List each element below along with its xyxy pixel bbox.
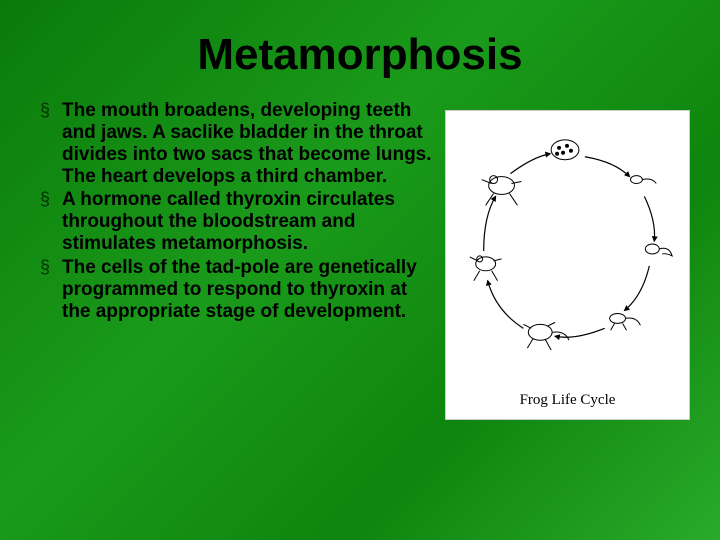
- figure-caption: Frog Life Cycle: [446, 392, 689, 409]
- stage-tadpole: [645, 244, 672, 256]
- image-column: Frog Life Cycle: [445, 100, 690, 420]
- stage-young-frog: [470, 256, 502, 281]
- lifecycle-figure: Frog Life Cycle: [445, 110, 690, 420]
- slide-title: Metamorphosis: [30, 30, 690, 80]
- stage-adult-frog: [482, 176, 522, 206]
- text-column: The mouth broadens, developing teeth and…: [30, 100, 435, 420]
- stage-tadpole-hatch: [630, 176, 656, 184]
- lifecycle-diagram: [446, 111, 689, 381]
- content-row: The mouth broadens, developing teeth and…: [30, 100, 690, 420]
- slide: Metamorphosis The mouth broadens, develo…: [0, 0, 720, 540]
- bullet-item: The cells of the tad-pole are geneticall…: [40, 257, 435, 323]
- stage-eggs: [551, 140, 579, 160]
- bullet-item: A hormone called thyroxin circulates thr…: [40, 189, 435, 255]
- stage-tadpole-legs: [610, 313, 641, 330]
- cycle-arrows: [484, 154, 655, 337]
- bullet-item: The mouth broadens, developing teeth and…: [40, 100, 435, 187]
- bullet-list: The mouth broadens, developing teeth and…: [40, 100, 435, 322]
- stage-froglet: [523, 322, 569, 350]
